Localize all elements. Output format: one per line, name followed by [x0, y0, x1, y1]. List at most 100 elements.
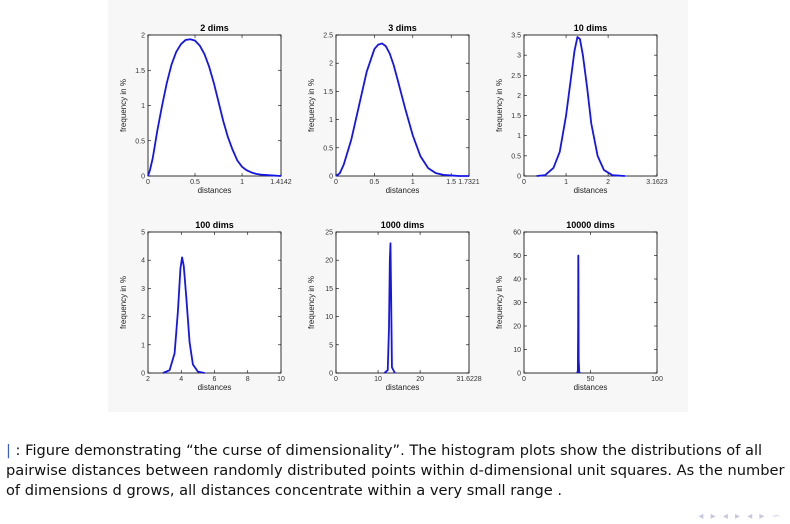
x-tick-label: 0: [522, 179, 526, 186]
y-tick-label: 2.5: [323, 33, 333, 40]
y-tick-label: 1: [517, 133, 521, 140]
y-tick-label: 30: [513, 300, 521, 307]
x-tick-label: 50: [587, 376, 595, 383]
chart-title: 100 dims: [195, 220, 234, 230]
y-tick-label: 20: [325, 258, 333, 265]
figure-caption: | : Figure demonstrating “the curse of d…: [6, 441, 786, 501]
plot-area: [523, 34, 658, 177]
chart-6: 10000 dims 0 50 100 0 10 20 30 40 50 60 distances fr…: [495, 220, 663, 392]
x-tick-label: 1.7321: [458, 179, 480, 186]
x-tick-label: 20: [416, 376, 424, 383]
y-tick-label: 5: [329, 342, 333, 349]
y-axis-label: frequency in %: [307, 276, 316, 329]
chart-3: 10 dims 0 1 2 3.1623 0 0.5 1 1.5 2 2.5 3 3.5 distance…: [495, 23, 668, 195]
x-tick-label: 0.5: [370, 179, 380, 186]
y-tick-label: 2: [517, 93, 521, 100]
y-tick-label: 1.5: [135, 68, 145, 75]
y-tick-label: 0: [329, 371, 333, 378]
y-axis-label: frequency in %: [119, 276, 128, 329]
y-tick-label: 0: [141, 174, 145, 181]
slide-navigation-icons[interactable]: ◂ ▸ ◂ ▸ ◂ ▸ ∽: [698, 511, 782, 522]
y-tick-label: 2: [141, 33, 145, 40]
x-tick-label: 4: [179, 376, 183, 383]
chart-title: 10000 dims: [566, 220, 615, 230]
x-axis-label: distances: [198, 186, 232, 195]
x-tick-label: 100: [651, 376, 663, 383]
y-tick-label: 0: [329, 174, 333, 181]
y-axis-label: frequency in %: [495, 276, 504, 329]
y-tick-label: 10: [325, 314, 333, 321]
x-tick-label: 31.6228: [456, 376, 481, 383]
y-tick-label: 5: [141, 230, 145, 237]
x-tick-label: 1.4142: [270, 179, 292, 186]
y-tick-label: 25: [325, 230, 333, 237]
x-axis-label: distances: [574, 186, 608, 195]
y-tick-label: 2.5: [511, 73, 521, 80]
plot-area: [335, 34, 470, 177]
chart-title: 2 dims: [200, 23, 229, 33]
y-tick-label: 1: [141, 103, 145, 110]
x-tick-label: 2: [146, 376, 150, 383]
x-tick-label: 0: [146, 179, 150, 186]
y-tick-label: 60: [513, 230, 521, 237]
distance-distribution-line: [335, 42, 469, 177]
x-tick-label: 0: [334, 376, 338, 383]
x-tick-label: 8: [246, 376, 250, 383]
chart-title: 1000 dims: [381, 220, 425, 230]
x-tick-label: 0: [334, 179, 338, 186]
y-tick-label: 0.5: [511, 153, 521, 160]
y-tick-label: 2: [141, 314, 145, 321]
x-axis-label: distances: [574, 383, 608, 392]
y-axis-label: frequency in %: [119, 79, 128, 132]
plot-area: [523, 231, 658, 374]
chart-title: 10 dims: [574, 23, 608, 33]
chart-5: 1000 dims 0 10 20 31.6228 0 5 10 15 20 25 distances…: [307, 220, 482, 392]
x-tick-label: 1: [240, 179, 244, 186]
x-tick-label: 6: [213, 376, 217, 383]
x-axis-label: distances: [386, 383, 420, 392]
x-tick-label: 0: [522, 376, 526, 383]
y-tick-label: 0: [517, 174, 521, 181]
y-tick-label: 40: [513, 277, 521, 284]
x-tick-label: 0.5: [190, 179, 200, 186]
y-tick-label: 3: [141, 286, 145, 293]
y-tick-label: 1.5: [511, 113, 521, 120]
distance-distribution-line: [536, 36, 625, 177]
x-tick-label: 2: [606, 179, 610, 186]
y-tick-label: 50: [513, 253, 521, 260]
caption-marker: |: [6, 442, 11, 459]
distance-distribution-line: [162, 256, 205, 374]
x-tick-label: 1: [411, 179, 415, 186]
y-tick-label: 1: [329, 117, 333, 124]
y-tick-label: 20: [513, 324, 521, 331]
chart-title: 3 dims: [388, 23, 417, 33]
distance-distribution-line: [147, 38, 282, 177]
y-axis-label: frequency in %: [495, 79, 504, 132]
x-tick-label: 10: [277, 376, 285, 383]
distance-distribution-line: [576, 254, 581, 374]
x-tick-label: 3.1623: [646, 179, 668, 186]
x-tick-label: 1: [564, 179, 568, 186]
chart-1: 2 dims 0 0.5 1 1.4142 0 0.5 1 1.5 2 distances frequ…: [119, 23, 292, 195]
distance-distribution-line: [383, 242, 396, 374]
y-tick-label: 4: [141, 258, 145, 265]
y-tick-label: 0.5: [135, 138, 145, 145]
y-axis-label: frequency in %: [307, 79, 316, 132]
plot-area: [147, 34, 282, 177]
y-tick-label: 2: [329, 61, 333, 68]
caption-text: : Figure demonstrating “the curse of dim…: [6, 442, 785, 499]
y-tick-label: 10: [513, 347, 521, 354]
plot-area: [335, 231, 470, 374]
x-axis-label: distances: [198, 383, 232, 392]
y-tick-label: 3.5: [511, 33, 521, 40]
y-tick-label: 0.5: [323, 145, 333, 152]
y-tick-label: 3: [517, 53, 521, 60]
x-tick-label: 1.5: [446, 179, 456, 186]
y-tick-label: 1: [141, 342, 145, 349]
x-axis-label: distances: [386, 186, 420, 195]
y-tick-label: 15: [325, 286, 333, 293]
chart-4: 100 dims 2 4 6 8 10 0 1 2 3 4 5 distances frequency i…: [119, 220, 285, 392]
y-tick-label: 1.5: [323, 89, 333, 96]
